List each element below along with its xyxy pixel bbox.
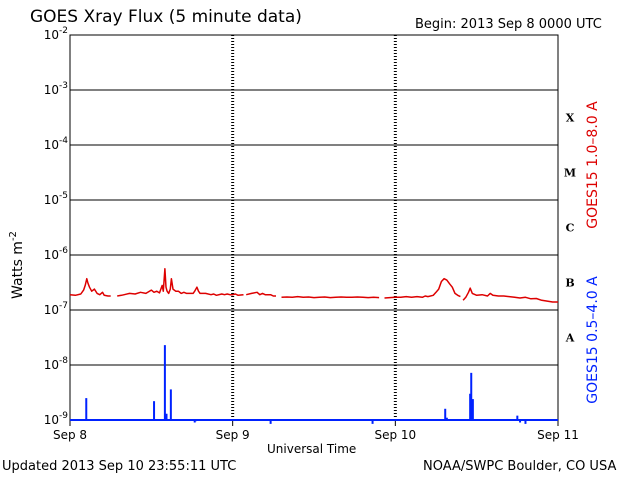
- legend-long-channel: GOES15 1.0–8.0 A: [585, 101, 601, 229]
- plot-frame: [69, 34, 559, 421]
- y-tick-label: 10-4: [44, 136, 69, 152]
- flare-class-label: M: [564, 167, 576, 180]
- credit-label: NOAA/SWPC Boulder, CO USA: [423, 459, 617, 474]
- x-tick-label: Sep 9: [216, 428, 250, 442]
- series-long-line: [117, 268, 244, 297]
- x-tick-label: Sep 10: [374, 428, 416, 442]
- y-tick-label: 10-7: [44, 301, 68, 317]
- legend-short-channel: GOES15 0.5–4.0 A: [585, 276, 601, 404]
- y-tick-label: 10-2: [44, 26, 68, 42]
- y-tick-label: 10-5: [44, 191, 68, 207]
- x-axis-label: Universal Time: [267, 442, 357, 456]
- series-long-line: [69, 277, 111, 297]
- series-long-channel: [69, 268, 558, 303]
- gridlines: [70, 89, 558, 366]
- y-tick-label: 10-9: [44, 411, 69, 427]
- series-short-channel: [70, 345, 558, 424]
- flare-class-label: B: [565, 277, 574, 290]
- begin-time-label: Begin: 2013 Sep 8 0000 UTC: [415, 17, 602, 32]
- flare-class-label: X: [566, 112, 575, 125]
- y-tick-label: 10-3: [44, 81, 68, 97]
- y-axis-tick-labels: 10-9 10-8 10-7 10-6 10-5 10-4 10-3 10-2: [44, 26, 69, 427]
- y-tick-label: 10-8: [44, 356, 69, 372]
- y-axis-label: Watts m-2: [8, 231, 26, 299]
- chart-title: GOES Xray Flux (5 minute data): [30, 7, 302, 27]
- flare-class-label: C: [566, 222, 575, 235]
- day-dividers: [69, 35, 559, 426]
- updated-timestamp: Updated 2013 Sep 10 23:55:11 UTC: [2, 459, 237, 474]
- series-long-line: [384, 277, 461, 299]
- series-long-line: [281, 295, 380, 299]
- x-tick-label: Sep 8: [53, 428, 87, 442]
- flare-class-labels: A B C M X: [564, 112, 576, 345]
- flare-class-label: A: [565, 332, 575, 345]
- series-long-line: [246, 291, 276, 297]
- plot-area: [69, 34, 559, 421]
- x-tick-label: Sep 11: [537, 428, 579, 442]
- x-axis-tick-labels: Sep 8 Sep 9 Sep 10 Sep 11: [53, 428, 579, 442]
- y-tick-label: 10-6: [44, 246, 69, 262]
- series-long-line: [462, 287, 558, 303]
